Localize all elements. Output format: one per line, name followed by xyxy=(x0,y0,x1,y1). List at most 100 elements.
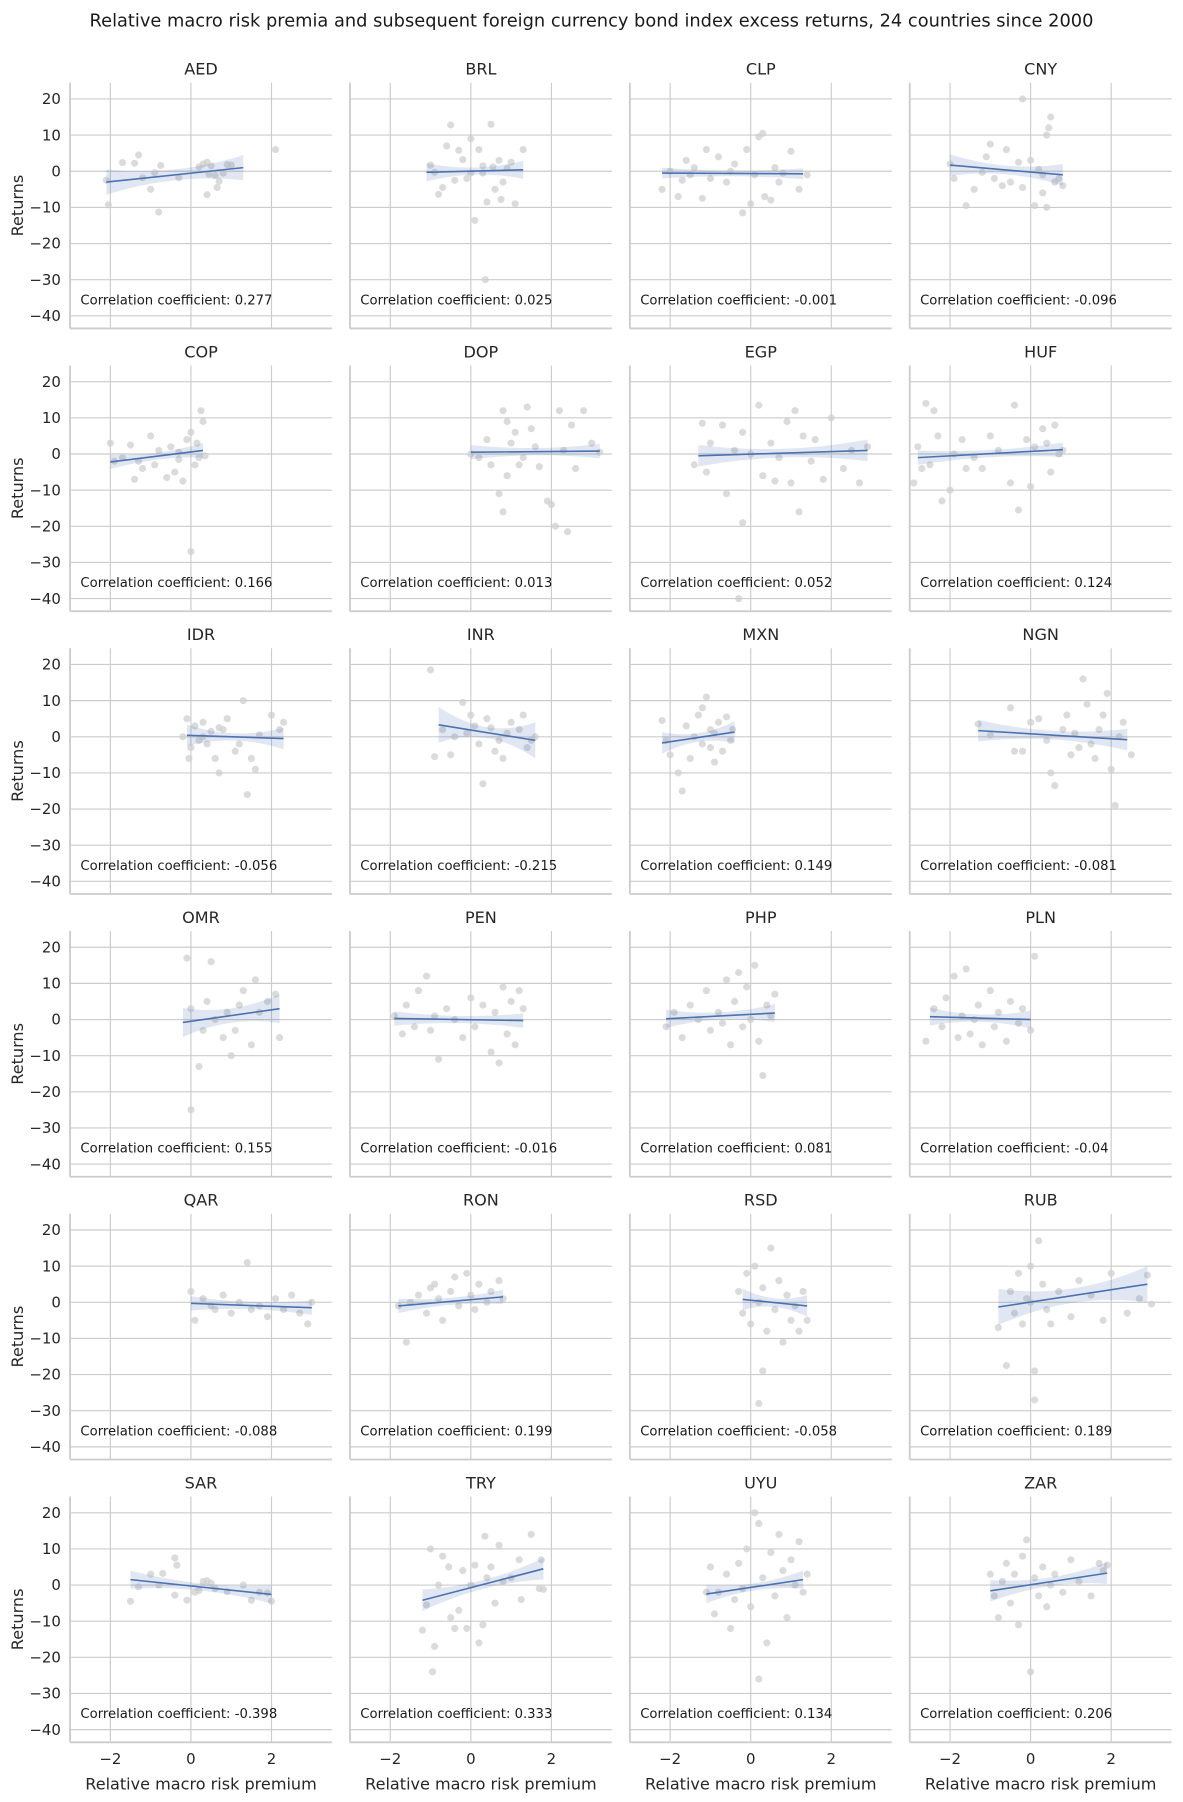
scatter-point xyxy=(986,987,994,995)
scatter-point xyxy=(718,1019,727,1027)
scatter-point xyxy=(1006,178,1015,186)
y-tick-label: −40 xyxy=(29,873,60,891)
scatter-point xyxy=(755,1520,763,1528)
scatter-point xyxy=(731,1595,739,1604)
y-tick-label: −20 xyxy=(29,800,60,818)
scatter-point xyxy=(475,740,483,748)
y-tick-label: 0 xyxy=(51,728,60,746)
scatter-point xyxy=(207,1579,215,1587)
scatter-point xyxy=(791,1581,799,1589)
scatter-point xyxy=(428,1668,437,1676)
panel-egp: EGP Correlation coefficient: 0.052 xyxy=(628,342,892,613)
scatter-point xyxy=(958,435,966,444)
scatter-point xyxy=(467,994,475,1002)
scatter-point xyxy=(946,486,954,494)
scatter-point xyxy=(702,145,710,154)
scatter-point xyxy=(1067,1556,1075,1564)
x-tick-label: 2 xyxy=(1106,1750,1116,1768)
scatter-point xyxy=(118,454,127,462)
panel-aed: AED Correlation coefficient: 0.277 20 10 0 −1… xyxy=(8,60,332,330)
scatter-point xyxy=(263,997,272,1006)
scatter-point xyxy=(910,479,918,487)
scatter-point xyxy=(735,1287,743,1296)
scatter-point xyxy=(455,146,463,154)
y-tick-label: 10 xyxy=(42,692,61,710)
scatter-point xyxy=(171,468,179,476)
scatter-point xyxy=(1002,1361,1010,1370)
scatter-point xyxy=(1035,1237,1043,1245)
scatter-point xyxy=(779,1338,787,1346)
scatter-point xyxy=(922,1037,930,1045)
x-axis-label: Relative macro risk premium xyxy=(925,1774,1157,1793)
scatter-point xyxy=(998,1577,1006,1585)
scatter-point xyxy=(435,1055,443,1063)
panel-cny: CNY Correlation coefficient: -0.096 xyxy=(908,60,1172,330)
scatter-point xyxy=(759,472,767,480)
regression-line xyxy=(706,1578,804,1595)
scatter-point xyxy=(767,196,775,204)
scatter-point xyxy=(1043,439,1051,447)
scatter-point xyxy=(507,718,515,726)
scatter-point xyxy=(966,1030,974,1038)
scatter-point xyxy=(771,990,779,998)
scatter-point xyxy=(1010,1309,1019,1317)
scatter-point xyxy=(483,1574,491,1582)
scatter-point xyxy=(1067,751,1075,759)
scatter-point xyxy=(1107,765,1115,773)
scatter-point xyxy=(799,432,807,440)
scatter-point xyxy=(147,432,155,440)
scatter-point xyxy=(974,1001,982,1009)
panel-title: RON xyxy=(463,1191,499,1210)
scatter-point xyxy=(1051,421,1059,429)
scatter-point xyxy=(187,548,195,556)
correlation-label: Correlation coefficient: 0.025 xyxy=(360,293,552,308)
x-tick-label: −2 xyxy=(379,1750,401,1768)
scatter-point xyxy=(239,697,247,705)
scatter-point xyxy=(710,758,719,766)
scatter-point xyxy=(515,1556,523,1564)
regression-line xyxy=(186,734,284,740)
scatter-point xyxy=(487,120,495,128)
scatter-point xyxy=(731,446,739,454)
panel-title: ZAR xyxy=(1024,1473,1057,1492)
y-tick-label: −40 xyxy=(29,1438,60,1456)
scatter-point xyxy=(962,202,970,210)
scatter-point xyxy=(197,407,205,415)
x-tick-label: −2 xyxy=(659,1750,681,1768)
scatter-point xyxy=(990,174,998,183)
scatter-point xyxy=(986,140,994,148)
y-tick-label: 0 xyxy=(51,445,60,463)
scatter-point xyxy=(722,490,731,498)
scatter-point xyxy=(1027,482,1035,491)
scatter-point xyxy=(775,1530,783,1539)
scatter-point xyxy=(463,174,471,183)
panel-dop: DOP Correlation coefficient: 0.013 xyxy=(349,342,612,613)
scatter-point xyxy=(185,754,193,763)
scatter-point xyxy=(787,479,795,487)
scatter-point xyxy=(1095,1559,1103,1567)
scatter-point xyxy=(195,1586,203,1595)
y-tick-label: 20 xyxy=(42,1504,61,1522)
panel-title: CNY xyxy=(1024,60,1057,79)
scatter-point xyxy=(735,968,743,977)
scatter-point xyxy=(507,997,515,1006)
scatter-point xyxy=(666,751,674,759)
scatter-point xyxy=(203,191,211,199)
scatter-point xyxy=(151,461,159,469)
scatter-point xyxy=(499,983,507,991)
scatter-point xyxy=(267,711,276,719)
scatter-point xyxy=(451,176,459,184)
scatter-point xyxy=(694,711,702,719)
x-tick-label: 0 xyxy=(1026,1750,1036,1768)
regression-line xyxy=(990,1572,1108,1592)
scatter-point xyxy=(974,720,982,728)
panel-title: CLP xyxy=(746,60,776,79)
scatter-point xyxy=(706,174,714,183)
y-axis-label: Returns xyxy=(8,1023,27,1085)
scatter-point xyxy=(658,185,666,193)
scatter-point xyxy=(207,727,215,735)
scatter-point xyxy=(698,194,706,202)
scatter-point xyxy=(572,464,580,473)
scatter-point xyxy=(503,1030,511,1038)
scatter-point xyxy=(491,185,499,193)
